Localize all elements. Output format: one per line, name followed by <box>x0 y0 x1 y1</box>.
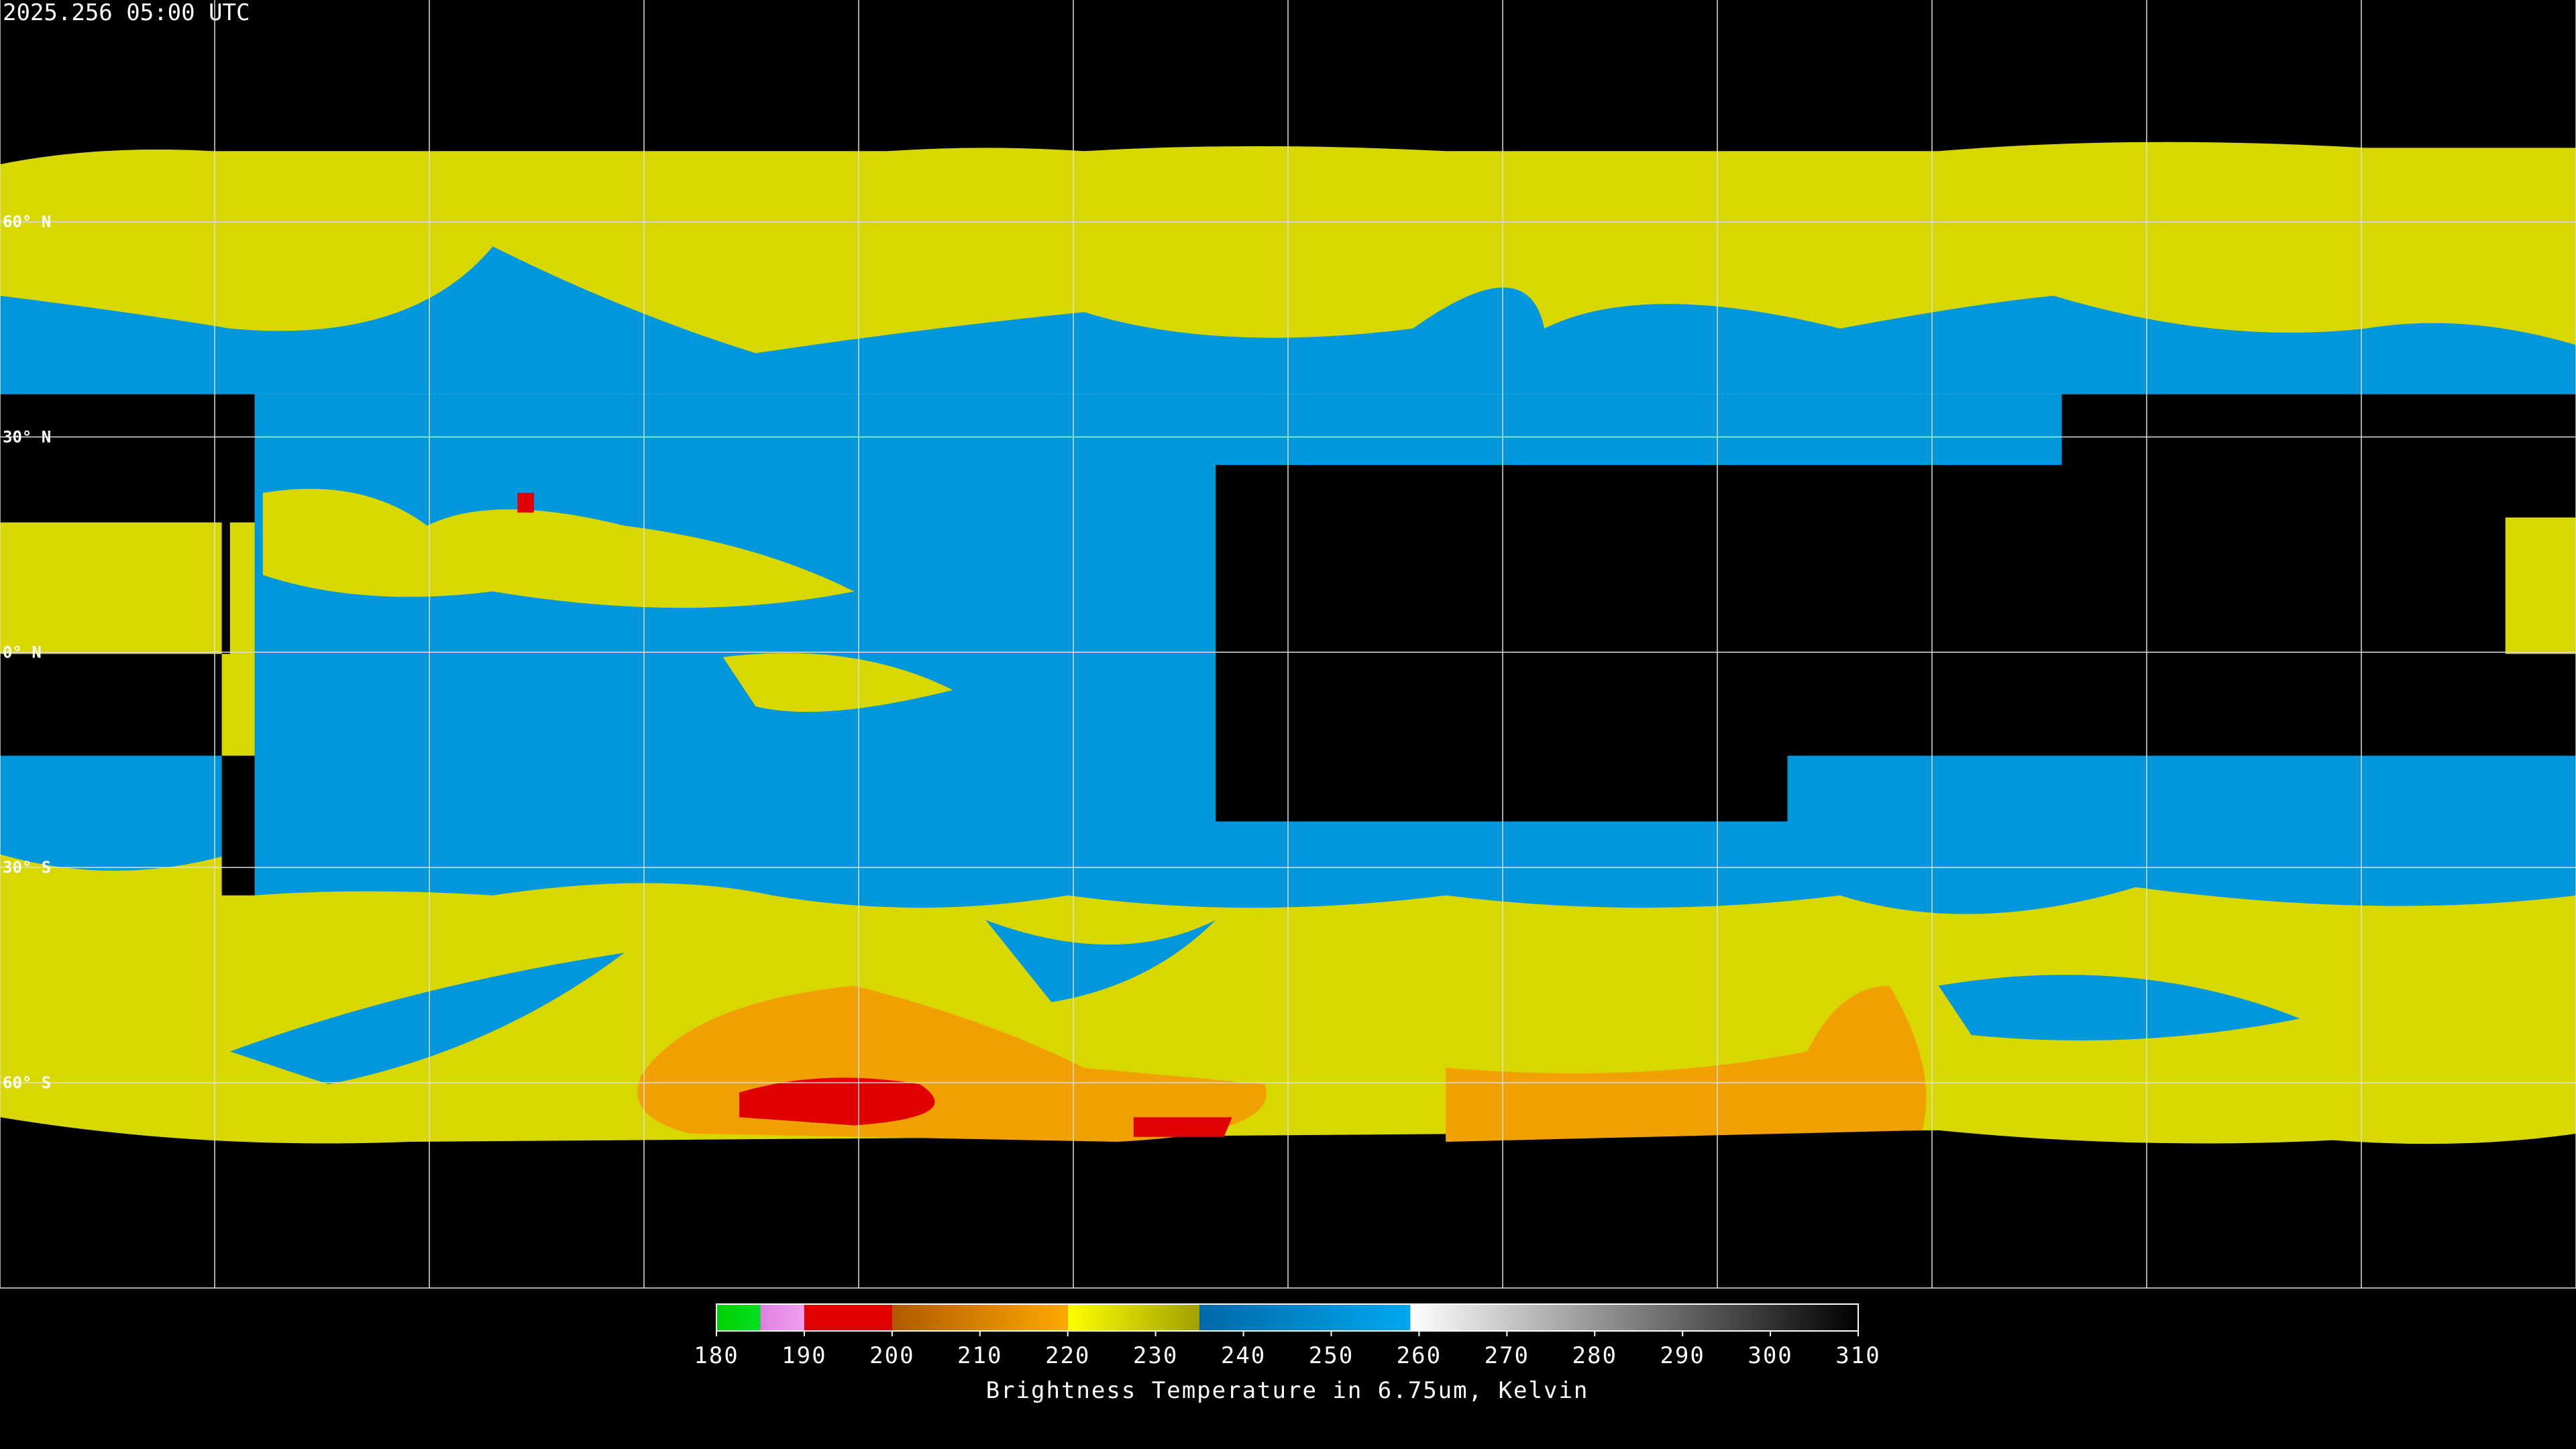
colorbar-tick-label: 270 <box>1485 1342 1529 1369</box>
colorbar-segment <box>892 1304 1068 1331</box>
water-vapor-dry <box>0 755 230 871</box>
colorbar-tick-label: 230 <box>1133 1342 1178 1369</box>
colorbar-tick-label: 260 <box>1397 1342 1442 1369</box>
colorbar-segment <box>716 1304 761 1331</box>
colorbar-tick-label: 240 <box>1221 1342 1266 1369</box>
colorbar-tick-label: 190 <box>782 1342 826 1369</box>
colorbar-tick-label: 250 <box>1309 1342 1354 1369</box>
colorbar-tick-label: 180 <box>694 1342 739 1369</box>
colorbar: 180 190 200 210 220 230 240 250 260 270 280 290 300 3… <box>694 1303 1880 1369</box>
colorbar-tick-label: 300 <box>1748 1342 1792 1369</box>
colorbar-segment <box>1199 1304 1411 1331</box>
colorbar-tick-label: 220 <box>1045 1342 1090 1369</box>
colorbar-tick-label: 200 <box>869 1342 914 1369</box>
graticule: 60° N 30° N 0° N 30° S 60° S <box>0 0 2576 1289</box>
colorbar-segment <box>760 1304 804 1331</box>
colorbar-tick-label: 210 <box>957 1342 1002 1369</box>
latitude-label: 60° S <box>3 1073 51 1092</box>
timestamp: 2025.256 05:00 UTC <box>3 0 250 26</box>
latitude-label: 30° N <box>3 427 51 446</box>
latitude-label: 30° S <box>3 858 51 877</box>
water-vapor-dry <box>254 394 2576 914</box>
colorbar-tick-label: 290 <box>1660 1342 1705 1369</box>
colorbar-tick-label: 280 <box>1572 1342 1617 1369</box>
latitude-label: 60° N <box>3 213 51 231</box>
cold-region <box>637 985 1927 1142</box>
no-data <box>0 394 255 896</box>
colorbar-segment <box>1410 1304 1858 1331</box>
colorbar-segment <box>1067 1304 1200 1331</box>
colorbar-frame <box>716 1303 1859 1332</box>
colorbar-tick-label: 310 <box>1835 1342 1880 1369</box>
colorbar-segment <box>804 1304 892 1331</box>
colorbar-title: Brightness Temperature in 6.75um, Kelvin <box>986 1377 1589 1404</box>
latitude-label: 0° N <box>3 643 42 661</box>
no-data <box>1216 394 2576 822</box>
